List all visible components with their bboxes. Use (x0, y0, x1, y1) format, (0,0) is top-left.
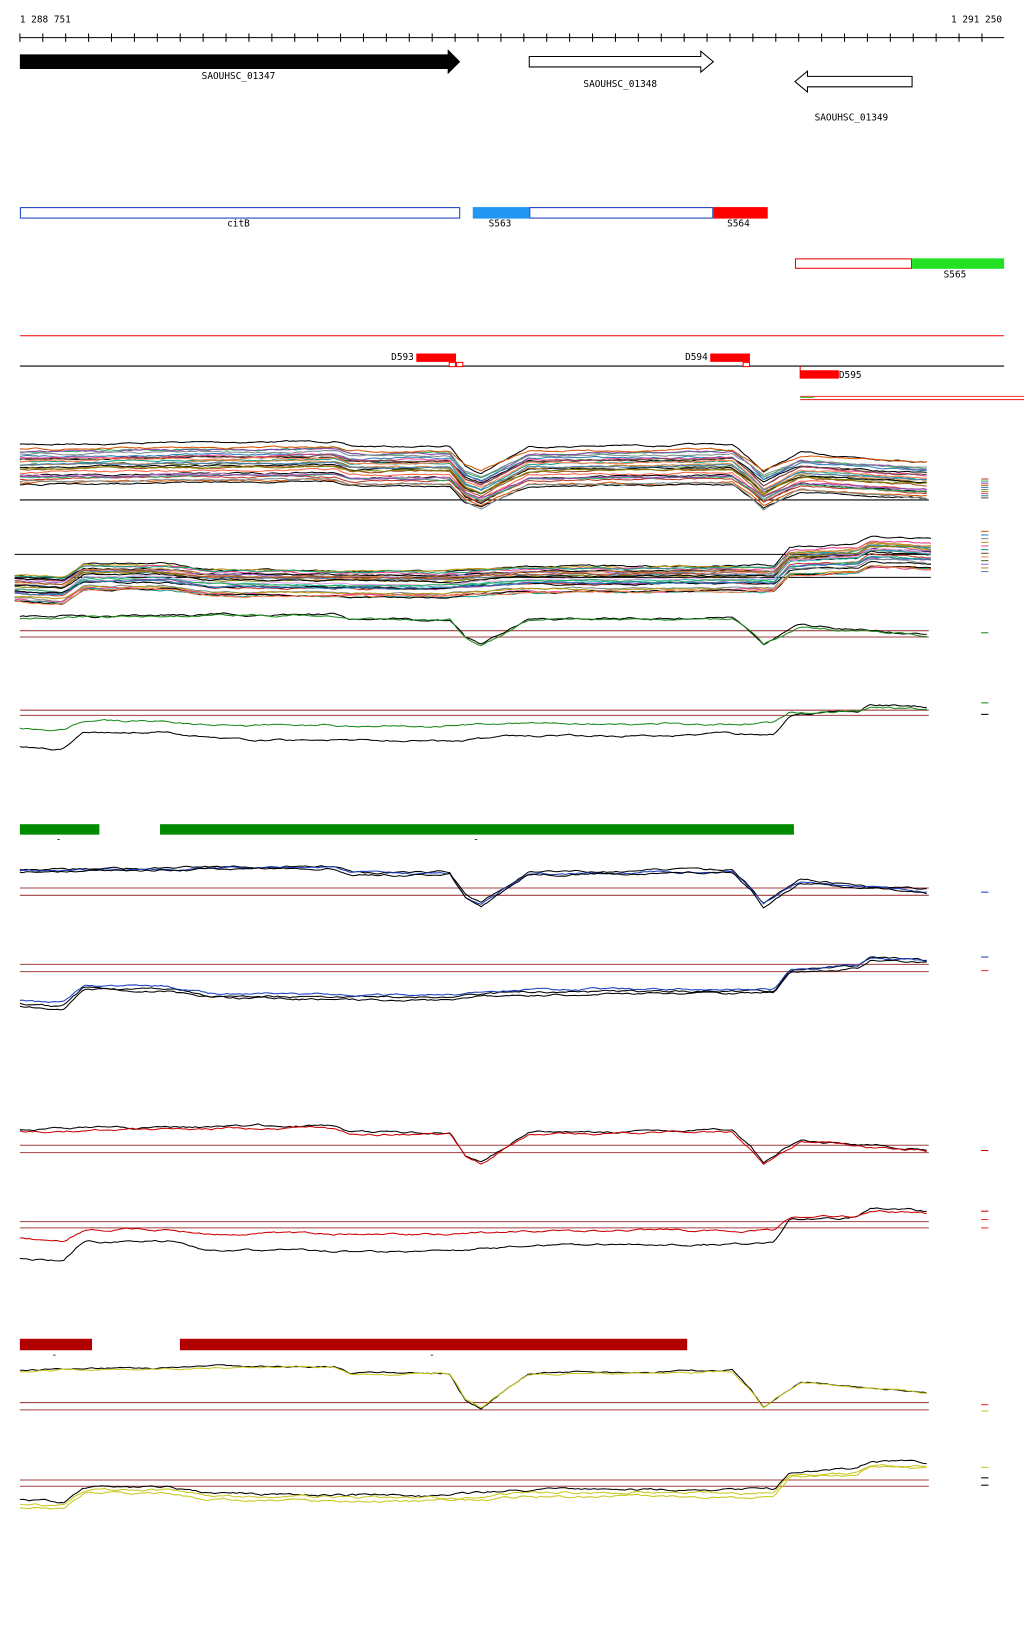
profile-line (14, 565, 931, 606)
profile-line (19, 446, 927, 479)
profile-line (19, 956, 927, 1008)
feature-box (19, 207, 461, 219)
profile-line (19, 445, 927, 472)
profile-line (19, 475, 927, 503)
feature-box (529, 207, 714, 219)
gene-arrow (528, 50, 715, 74)
segment-label: D594 (685, 352, 708, 363)
profile-line (19, 461, 927, 492)
region-bar (19, 1338, 93, 1351)
profile-line (14, 544, 932, 580)
segment-label: D593 (391, 352, 414, 363)
region-bar (19, 824, 100, 835)
profiles (14, 440, 989, 1510)
profile-line (19, 1459, 927, 1504)
profile-line (19, 1465, 927, 1510)
profile-line (19, 866, 927, 905)
feature-label: S563 (489, 218, 512, 229)
profile-line (19, 1365, 927, 1409)
profile-line (14, 564, 931, 606)
profile-line (19, 454, 927, 487)
segment-box (742, 361, 750, 368)
profile-line (19, 456, 927, 490)
profile-line (19, 477, 927, 511)
gene-label: SAOUHSC_01348 (583, 79, 657, 90)
profile-line (14, 545, 932, 590)
profile-line (19, 706, 927, 732)
feature-label: S565 (944, 270, 967, 281)
profile-line (14, 550, 931, 589)
feature-box (472, 207, 530, 219)
feature-box (713, 207, 768, 219)
region-bar (179, 1338, 688, 1351)
profile-line (19, 449, 927, 478)
gene-arrow (794, 70, 913, 94)
profile-line (19, 478, 927, 507)
feature-box (912, 258, 1005, 269)
profile-line (14, 548, 931, 586)
profile-line (19, 865, 927, 904)
segment-box (800, 370, 839, 379)
profile-line (19, 1364, 927, 1410)
profile-line (14, 556, 932, 596)
segment-box (448, 361, 457, 368)
segment-box (456, 361, 464, 368)
profile-line (14, 548, 931, 594)
profile-line (19, 613, 927, 647)
profile-line (19, 867, 927, 909)
profile-line (19, 463, 927, 495)
region-mark: - (429, 1350, 435, 1361)
region-bar (160, 824, 794, 835)
profile-line (14, 560, 931, 594)
ruler-start: 1 288 751 (20, 14, 71, 25)
profile-line (19, 1123, 927, 1164)
profile-line (19, 473, 927, 502)
gene-arrow (19, 49, 461, 75)
profile-line (14, 542, 931, 586)
gene-label: SAOUHSC_01349 (815, 113, 889, 124)
region-mark: - (52, 1350, 58, 1361)
profile-line (19, 1210, 927, 1243)
segment-box (710, 353, 750, 362)
profile-line (19, 452, 927, 482)
ruler-ticks (19, 33, 983, 42)
feature-label: S564 (727, 218, 750, 229)
segment-label: D595 (839, 370, 862, 381)
feature-label: citB (227, 218, 250, 229)
segment-box (416, 353, 457, 362)
profile-line (19, 1125, 927, 1166)
profile-line (14, 549, 931, 595)
profile-line (19, 1463, 927, 1507)
gene-label: SAOUHSC_01347 (202, 71, 276, 82)
region-mark: - (56, 834, 62, 845)
profile-line (14, 535, 932, 581)
profile-line (19, 480, 927, 509)
profile-line (19, 440, 927, 475)
region-mark: - (473, 834, 479, 845)
profile-line (19, 465, 927, 495)
profile-line (19, 959, 927, 1011)
feature-box (794, 258, 913, 269)
profile-line (19, 703, 927, 751)
ruler-end: 1 291 250 (951, 14, 1002, 25)
profile-line (19, 957, 927, 1003)
profile-line (19, 472, 927, 501)
profile-line (19, 612, 927, 646)
profile-line (19, 473, 927, 499)
profile-line (19, 1207, 927, 1262)
